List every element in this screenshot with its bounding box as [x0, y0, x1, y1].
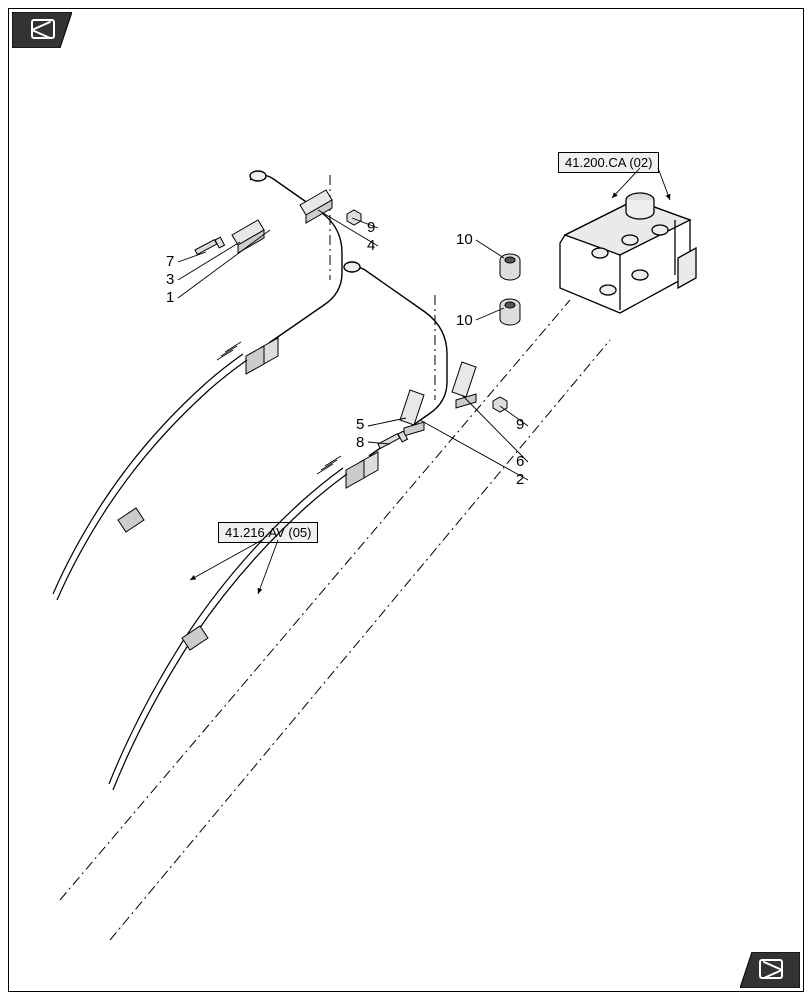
- fitting-10-upper: [500, 254, 520, 280]
- exploded-diagram: [0, 0, 812, 1000]
- clip-5: [400, 390, 424, 436]
- fitting-10-lower: [500, 299, 520, 325]
- bolt-8: [378, 431, 408, 448]
- clip-3: [232, 220, 264, 253]
- hose-upper: [53, 342, 247, 600]
- hydraulic-valve: [560, 193, 696, 313]
- pipe-lower: [344, 262, 447, 488]
- nut-9-upper: [347, 210, 361, 225]
- clip-6: [452, 362, 476, 408]
- hose-lower: [109, 456, 347, 790]
- bolt-7: [195, 237, 225, 254]
